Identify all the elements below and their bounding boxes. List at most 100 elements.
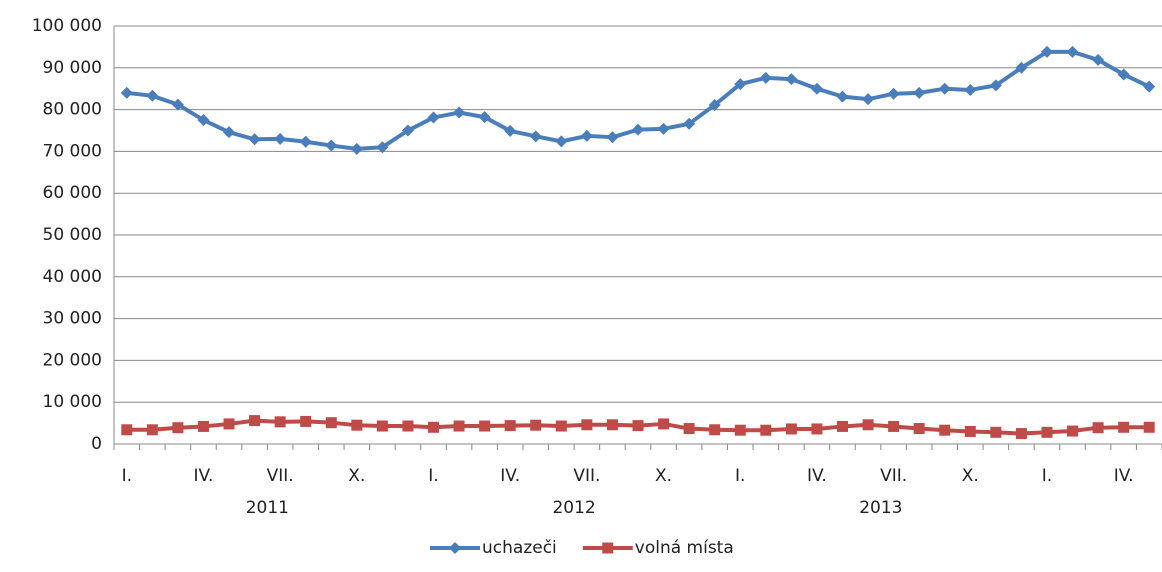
point [479,420,491,432]
point [632,420,644,432]
point [146,89,159,102]
point [580,129,593,142]
point [606,419,618,431]
year-label: 2013 [859,498,902,518]
point [197,420,209,432]
point [530,419,542,431]
point [709,424,721,436]
year-label: 2012 [552,498,595,518]
point [555,135,568,148]
y-tick-label: 10 000 [43,392,102,412]
point [989,79,1002,92]
point [1143,80,1156,93]
point [197,114,210,127]
x-tick-label: I. [428,466,438,486]
point [1118,421,1130,433]
point [862,93,875,106]
x-tick-label: X. [348,466,365,486]
point [606,131,619,144]
point [376,141,389,154]
point [836,420,848,432]
point [734,78,747,91]
point [581,419,593,431]
point [990,426,1002,438]
x-tick-label: VII. [880,466,907,486]
point [402,420,414,432]
point [938,82,951,95]
point [428,421,440,433]
point [888,420,900,432]
x-tick-label: X. [655,466,672,486]
point [1015,61,1028,74]
x-tick-label: I. [735,466,745,486]
legend-marker [602,542,614,554]
point [401,124,414,137]
point [810,82,823,95]
point [478,111,491,124]
point [1041,426,1053,438]
point [248,133,261,146]
point [658,418,670,430]
point [325,139,338,152]
y-tick-label: 60 000 [43,183,102,203]
point [171,98,184,111]
x-tick-label: X. [962,466,979,486]
point [350,142,363,155]
point [146,424,158,436]
x-tick-label: IV. [500,466,520,486]
point [734,424,746,436]
point [939,424,951,436]
y-tick-label: 50 000 [43,225,102,245]
y-tick-label: 40 000 [43,267,102,287]
point [453,420,465,432]
point [351,419,363,431]
point [223,126,236,139]
point [223,418,235,430]
x-tick-label: IV. [1114,466,1134,486]
point [1092,53,1105,66]
y-tick-label: 20 000 [43,350,102,370]
point [1015,428,1027,440]
y-tick-label: 0 [91,434,102,454]
x-tick-label: I. [1042,466,1052,486]
legend-marker [449,542,461,554]
point [683,117,696,130]
point [657,122,670,135]
point [529,130,542,143]
point [504,420,516,432]
x-tick-label: I. [122,466,132,486]
point [172,422,184,434]
point [913,423,925,435]
point [1143,421,1155,433]
point [759,71,772,84]
point [376,420,388,432]
point [1040,45,1053,58]
point [249,415,261,427]
point [121,424,133,436]
point [1067,425,1079,437]
point [274,416,286,428]
legend-label: volná místa [635,538,734,558]
point [453,106,466,119]
point [1117,68,1130,81]
y-tick-label: 80 000 [43,100,102,120]
x-tick-label: VII. [573,466,600,486]
point [1066,45,1079,58]
point [683,423,695,435]
point [964,83,977,96]
point [300,415,312,427]
point [504,124,517,137]
x-tick-label: IV. [807,466,827,486]
point [708,99,721,112]
point [785,423,797,435]
point [427,111,440,124]
point [836,90,849,103]
y-tick-label: 30 000 [43,309,102,329]
point [274,132,287,145]
y-tick-label: 70 000 [43,141,102,161]
point [811,423,823,435]
y-tick-label: 100 000 [32,16,102,36]
x-tick-label: VII. [267,466,294,486]
point [964,425,976,437]
